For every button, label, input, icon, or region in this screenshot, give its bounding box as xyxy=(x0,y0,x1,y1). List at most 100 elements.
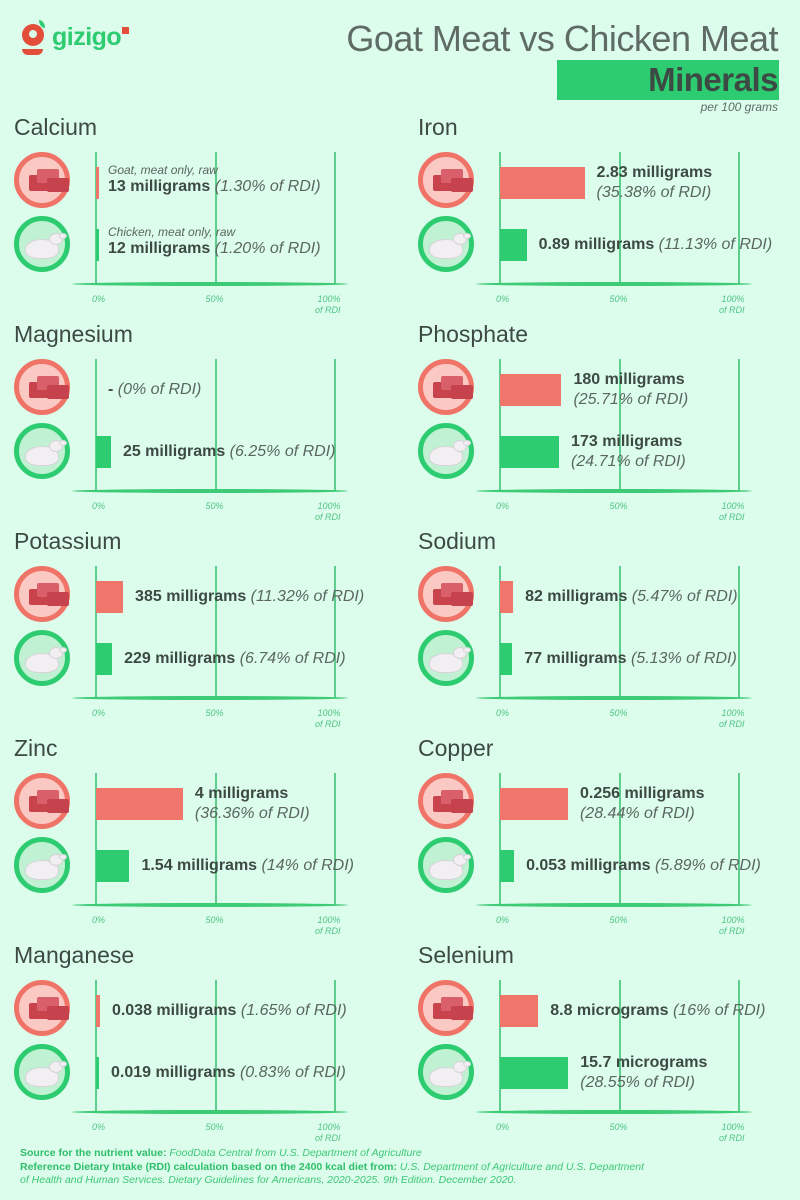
goat-value-label: Goat, meat only, raw 13 milligrams (1.30%… xyxy=(108,163,321,195)
goat-value-label: - (0% of RDI) xyxy=(108,381,202,398)
panel-title: Magnesium xyxy=(14,321,133,347)
gridline-50 xyxy=(618,566,621,698)
chicken-icon xyxy=(14,216,70,272)
goat-value-label: 0.256 milligrams (28.44% of RDI) xyxy=(579,785,705,822)
tick-100: 100% of RDI xyxy=(315,501,341,522)
chicken-icon xyxy=(418,837,474,893)
chicken-value-label: 0.019 milligrams (0.83% of RDI) xyxy=(111,1064,346,1081)
panel-potassium: Potassium 0% 50% 100% of RDI 385 milligrams (… xyxy=(0,526,400,733)
tick-100: 100% of RDI xyxy=(315,915,341,936)
tick-50: 50% xyxy=(205,915,224,925)
gridline-0 xyxy=(95,566,97,698)
goat-bar xyxy=(500,374,562,406)
gridline-100 xyxy=(738,566,740,698)
chicken-bar xyxy=(500,850,515,882)
chicken-bar xyxy=(96,643,113,675)
panel-copper: Copper 0% 50% 100% of RDI 0.256 milligrams (28… xyxy=(404,733,800,940)
footer-sources: Source for the nutrient value: FoodData … xyxy=(20,1147,644,1188)
chicken-value-label: 173 milligrams (24.71% of RDI) xyxy=(571,433,686,470)
tick-0: 0% xyxy=(496,501,510,511)
tick-50: 50% xyxy=(205,501,224,511)
goat-meat-icon xyxy=(14,566,70,622)
goat-value-label: 0.038 milligrams (1.65% of RDI) xyxy=(111,1002,347,1019)
tick-50: 50% xyxy=(609,294,628,304)
panel-title: Iron xyxy=(418,114,458,140)
page-title: Goat Meat vs Chicken Meat xyxy=(346,18,778,59)
x-axis xyxy=(72,1110,348,1114)
chicken-icon xyxy=(14,423,70,479)
chicken-bar xyxy=(500,436,560,468)
x-axis xyxy=(476,489,752,493)
tick-100: 100% of RDI xyxy=(719,294,745,315)
goat-value-label: 82 milligrams (5.47% of RDI) xyxy=(525,588,738,605)
x-axis xyxy=(72,282,348,286)
unit-note: per 100 grams xyxy=(700,100,778,114)
gridline-50 xyxy=(214,152,217,284)
gridline-0 xyxy=(499,980,501,1112)
panel-title: Potassium xyxy=(14,528,122,554)
chicken-bar xyxy=(96,229,99,261)
chicken-icon xyxy=(418,216,474,272)
x-axis xyxy=(72,696,348,700)
x-axis xyxy=(476,696,752,700)
goat-meat-icon xyxy=(418,152,474,208)
gridline-100 xyxy=(738,359,740,491)
panel-title: Selenium xyxy=(418,942,514,968)
goat-bar xyxy=(500,167,585,199)
tick-100: 100% of RDI xyxy=(315,708,341,729)
rdi-label: Reference Dietary Intake (RDI) calculati… xyxy=(20,1160,397,1173)
tick-100: 100% of RDI xyxy=(719,708,745,729)
tick-50: 50% xyxy=(205,708,224,718)
goat-bar xyxy=(96,995,100,1027)
tick-100: 100% of RDI xyxy=(315,1122,341,1143)
chicken-bar xyxy=(96,436,111,468)
chicken-icon xyxy=(418,1044,474,1100)
goat-bar xyxy=(500,995,539,1027)
chicken-icon xyxy=(418,423,474,479)
tick-0: 0% xyxy=(496,915,510,925)
x-axis xyxy=(476,903,752,907)
gridline-100 xyxy=(334,152,336,284)
gridline-100 xyxy=(738,773,740,905)
gridline-0 xyxy=(499,152,501,284)
chicken-icon xyxy=(418,630,474,686)
goat-bar xyxy=(500,788,568,820)
gridline-0 xyxy=(499,773,501,905)
chicken-bar xyxy=(500,1057,569,1089)
tick-0: 0% xyxy=(92,501,106,511)
gizigo-logo: gizigo xyxy=(20,18,130,62)
tick-50: 50% xyxy=(609,1122,628,1132)
chicken-value-label: 0.89 milligrams (11.13% of RDI) xyxy=(538,236,773,253)
panel-phosphate: Phosphate 0% 50% 100% of RDI 180 milligrams (2… xyxy=(404,319,800,526)
chicken-value-label: 0.053 milligrams (5.89% of RDI) xyxy=(526,857,761,874)
goat-meat-icon xyxy=(14,773,70,829)
x-axis xyxy=(72,489,348,493)
tick-100: 100% of RDI xyxy=(719,1122,745,1143)
tick-100: 100% of RDI xyxy=(719,915,745,936)
tick-50: 50% xyxy=(609,915,628,925)
goat-meat-icon xyxy=(14,359,70,415)
goat-meat-icon xyxy=(418,773,474,829)
gridline-0 xyxy=(499,566,501,698)
panel-title: Manganese xyxy=(14,942,135,968)
goat-meat-icon xyxy=(418,566,474,622)
apple-logo-icon xyxy=(20,18,50,62)
panel-title: Sodium xyxy=(418,528,496,554)
chicken-icon xyxy=(14,630,70,686)
panel-magnesium: Magnesium 0% 50% 100% of RDI - (0% of RDI) 25 … xyxy=(0,319,400,526)
goat-value-label: 180 milligrams (25.71% of RDI) xyxy=(573,371,689,408)
logo-text: gizigo xyxy=(52,23,130,52)
gridline-0 xyxy=(95,773,97,905)
gridline-0 xyxy=(95,980,97,1112)
goat-meat-icon xyxy=(418,359,474,415)
panel-title: Copper xyxy=(418,735,494,761)
source-text: FoodData Central from U.S. Department of… xyxy=(169,1147,422,1159)
gridline-50 xyxy=(214,359,217,491)
chicken-bar xyxy=(500,643,513,675)
goat-value-label: 385 milligrams (11.32% of RDI) xyxy=(135,588,365,605)
chicken-icon xyxy=(14,837,70,893)
panel-manganese: Manganese 0% 50% 100% of RDI 0.038 milligrams… xyxy=(0,940,400,1147)
tick-0: 0% xyxy=(92,1122,106,1132)
goat-meat-icon xyxy=(418,980,474,1036)
tick-100: 100% of RDI xyxy=(719,501,745,522)
